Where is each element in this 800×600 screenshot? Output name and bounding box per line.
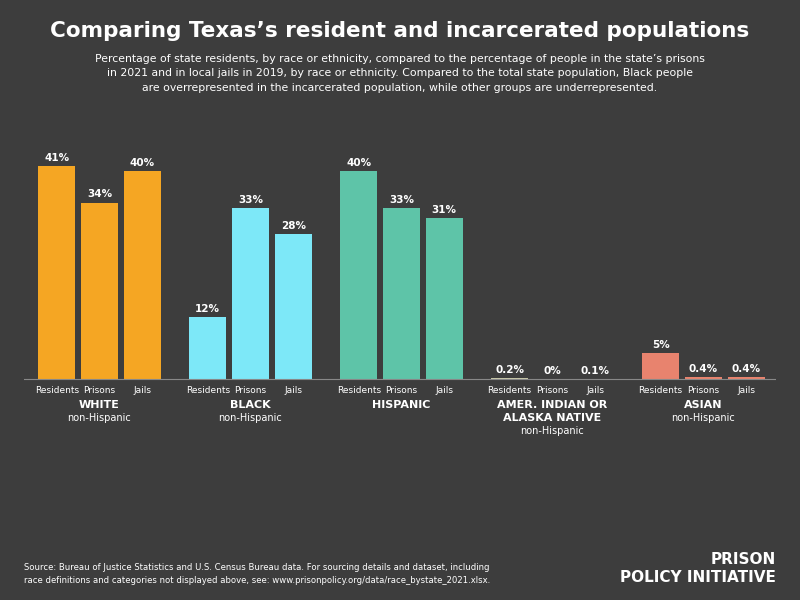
Text: 12%: 12% <box>195 304 220 314</box>
Text: HISPANIC: HISPANIC <box>372 400 430 410</box>
Text: Prisons: Prisons <box>386 386 418 395</box>
Text: 5%: 5% <box>652 340 670 350</box>
Text: Jails: Jails <box>134 386 151 395</box>
Text: AMER. INDIAN OR
ALASKA NATIVE: AMER. INDIAN OR ALASKA NATIVE <box>498 400 607 422</box>
Text: PRISON
POLICY INITIATIVE: PRISON POLICY INITIATIVE <box>620 552 776 585</box>
Bar <box>124 172 161 379</box>
Text: Residents: Residents <box>337 386 381 395</box>
Text: ASIAN: ASIAN <box>684 400 722 410</box>
Text: 41%: 41% <box>44 153 70 163</box>
Text: non-Hispanic: non-Hispanic <box>218 413 282 423</box>
Text: 28%: 28% <box>281 221 306 230</box>
Text: Prisons: Prisons <box>536 386 569 395</box>
Text: 0.4%: 0.4% <box>689 364 718 374</box>
Text: Residents: Residents <box>638 386 682 395</box>
Text: 40%: 40% <box>130 158 154 168</box>
Text: 40%: 40% <box>346 158 371 168</box>
Text: Jails: Jails <box>737 386 755 395</box>
Bar <box>232 208 269 379</box>
Bar <box>383 208 420 379</box>
Text: 0%: 0% <box>543 365 562 376</box>
Text: Prisons: Prisons <box>83 386 115 395</box>
Text: Source: Bureau of Justice Statistics and U.S. Census Bureau data. For sourcing d: Source: Bureau of Justice Statistics and… <box>24 563 490 585</box>
Text: Prisons: Prisons <box>234 386 266 395</box>
Text: Jails: Jails <box>435 386 453 395</box>
Text: 0.2%: 0.2% <box>495 365 524 375</box>
Text: Percentage of state residents, by race or ethnicity, compared to the percentage : Percentage of state residents, by race o… <box>95 54 705 93</box>
Bar <box>642 353 679 379</box>
Text: 31%: 31% <box>432 205 457 215</box>
Text: WHITE: WHITE <box>79 400 120 410</box>
Text: non-Hispanic: non-Hispanic <box>521 426 584 436</box>
Bar <box>190 317 226 379</box>
Bar <box>340 172 378 379</box>
Text: 0.1%: 0.1% <box>581 365 610 376</box>
Text: non-Hispanic: non-Hispanic <box>68 413 131 423</box>
Text: Residents: Residents <box>186 386 230 395</box>
Text: Prisons: Prisons <box>687 386 719 395</box>
Text: Jails: Jails <box>284 386 302 395</box>
Text: 33%: 33% <box>389 194 414 205</box>
Text: 33%: 33% <box>238 194 263 205</box>
Bar <box>727 377 765 379</box>
Bar <box>426 218 462 379</box>
Text: non-Hispanic: non-Hispanic <box>671 413 735 423</box>
Text: 34%: 34% <box>87 190 112 199</box>
Text: Residents: Residents <box>34 386 79 395</box>
Text: 0.4%: 0.4% <box>731 364 761 374</box>
Bar <box>685 377 722 379</box>
Bar <box>274 234 312 379</box>
Text: Jails: Jails <box>586 386 604 395</box>
Bar <box>38 166 75 379</box>
Bar <box>81 203 118 379</box>
Text: BLACK: BLACK <box>230 400 270 410</box>
Text: Comparing Texas’s resident and incarcerated populations: Comparing Texas’s resident and incarcera… <box>50 21 750 41</box>
Text: Residents: Residents <box>488 386 532 395</box>
